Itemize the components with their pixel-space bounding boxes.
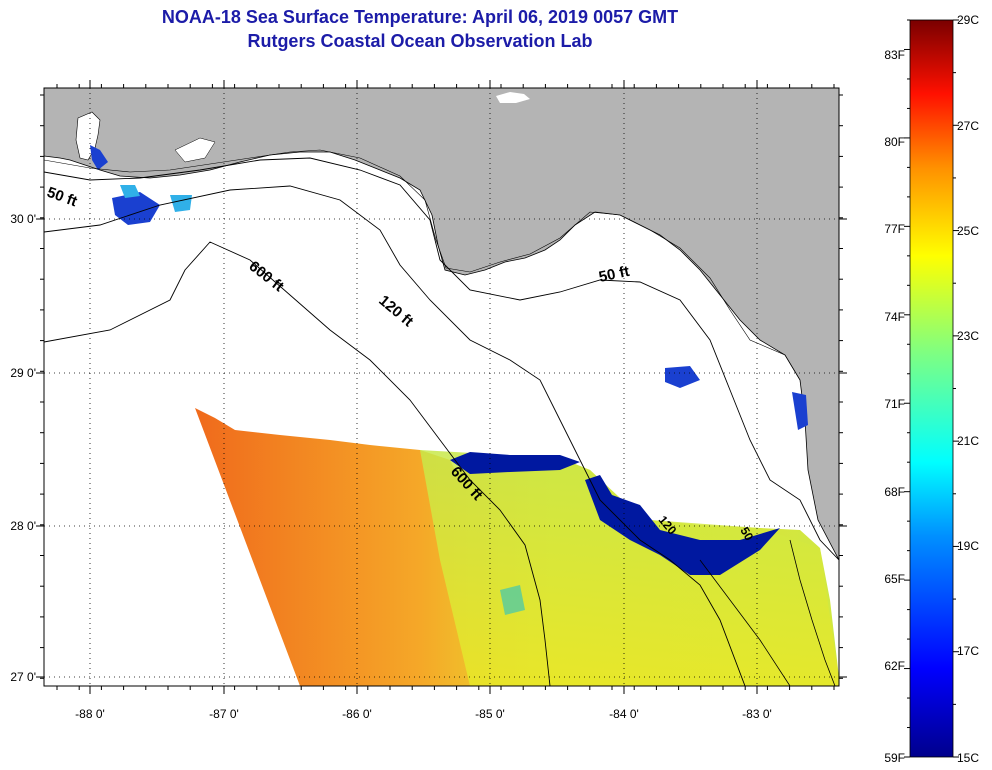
sst-cool-patch-tampa (792, 392, 808, 430)
lon-label: -84 0' (609, 707, 639, 721)
sst-cyan-streak (500, 585, 525, 615)
colorbar-c-label: 19C (957, 539, 979, 553)
contour-east-inner (699, 559, 791, 686)
coastline-inner (44, 149, 801, 381)
colorbar-c-label: 23C (957, 329, 979, 343)
lon-label: -88 0' (75, 707, 105, 721)
colorbar-c-bottom: 15C (957, 751, 979, 765)
lat-label: 28 0' (10, 519, 36, 533)
colorbar-f-label: 68F (884, 485, 905, 499)
contour-east-coast (789, 539, 836, 686)
lon-label: -83 0' (742, 707, 772, 721)
colorbar-c-label: 17C (957, 644, 979, 658)
sst-cool-patch-bigbend (665, 366, 700, 388)
colorbar-f-label: 62F (884, 659, 905, 673)
sst-shelf-region (420, 450, 839, 686)
lat-label: 27 0' (10, 670, 36, 684)
lon-label: -85 0' (475, 707, 505, 721)
colorbar-f-label: 74F (884, 310, 905, 324)
lat-label: 29 0' (10, 366, 36, 380)
map-title: NOAA-18 Sea Surface Temperature: April 0… (161, 7, 679, 27)
sst-cool-band (450, 452, 580, 474)
colorbar-c-label: 27C (957, 119, 979, 133)
lat-label: 30 0' (10, 212, 36, 226)
sst-cool-patch-east (585, 475, 780, 575)
colorbar-ticks (904, 19, 959, 758)
colorbar (909, 19, 954, 758)
map-plot-area (44, 88, 839, 686)
colorbar-f-label: 77F (884, 222, 905, 236)
contour-label-50ft-east: 50 ft (597, 263, 631, 286)
map-frame (43, 87, 840, 687)
colorbar-f-label: 71F (884, 397, 905, 411)
lake-pontchartrain (496, 92, 530, 103)
land-mass (44, 88, 839, 561)
colorbar-c-label: 25C (957, 224, 979, 238)
map-subtitle: Rutgers Coastal Ocean Observation Lab (247, 31, 593, 51)
lon-label: -86 0' (342, 707, 372, 721)
contour-600ft (44, 241, 551, 686)
lon-label: -87 0' (209, 707, 239, 721)
bay-pensacola (174, 137, 216, 163)
colorbar-f-bottom: 59F (884, 751, 905, 765)
sst-cool-patch-west1 (90, 145, 108, 170)
map-ticks (36, 80, 847, 694)
colorbar-c-top: 29C (957, 13, 979, 27)
contour-120ft (44, 185, 746, 686)
colorbar-f-label: 65F (884, 572, 905, 586)
colorbar-f-label: 83F (884, 48, 905, 62)
sst-cyan-patch-west (120, 185, 140, 198)
colorbar-f-label: 80F (884, 135, 905, 149)
colorbar-c-label: 21C (957, 434, 979, 448)
contour-label-50-small: 50 (737, 525, 756, 544)
